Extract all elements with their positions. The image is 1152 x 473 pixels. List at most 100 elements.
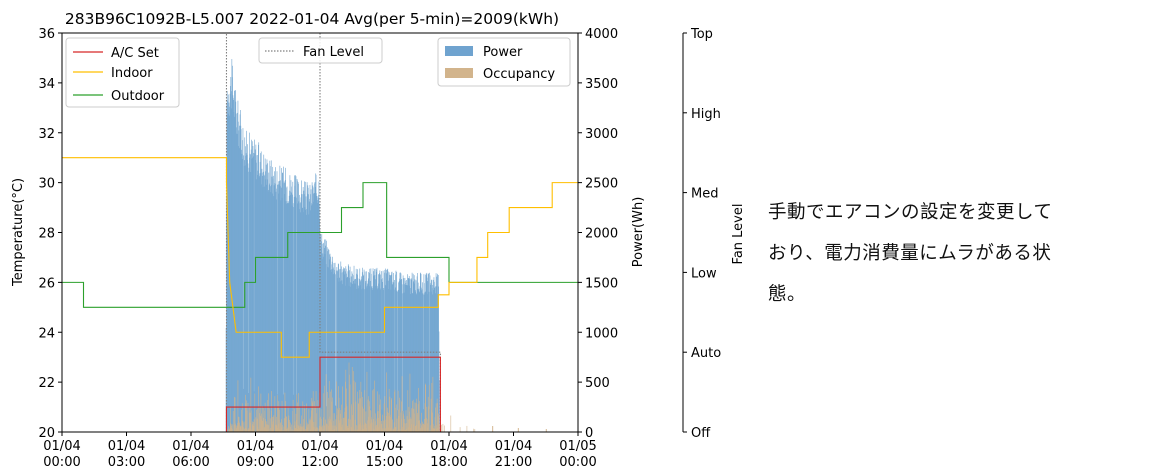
chart-title: 283B96C1092B-L5.007 2022-01-04 Avg(per 5…	[65, 10, 559, 28]
occupancy-bar	[424, 403, 426, 432]
power-bar	[425, 274, 427, 432]
annotation-line-2: おり、電力消費量にムラがある状	[768, 243, 1052, 264]
occupancy-bar	[401, 418, 403, 432]
power-bar	[259, 161, 261, 433]
occupancy-bar	[239, 425, 241, 432]
occupancy-bar	[383, 403, 385, 432]
power-bar	[291, 192, 293, 432]
power-bar	[250, 149, 252, 432]
occupancy-bar	[392, 419, 393, 432]
occupancy-bar	[226, 429, 228, 432]
power-bar	[304, 207, 306, 432]
occupancy-bar	[384, 415, 385, 432]
occupancy-bar	[326, 423, 327, 432]
occupancy-bar	[312, 391, 314, 432]
power-bar	[309, 210, 311, 432]
occupancy-bar	[349, 374, 350, 432]
power-bar	[428, 291, 430, 432]
power-bar	[350, 276, 352, 432]
occupancy-bar	[411, 424, 412, 432]
power-bar	[397, 291, 398, 432]
occupancy-bar	[380, 399, 381, 432]
occupancy-bar	[434, 417, 436, 432]
occupancy-bar	[276, 425, 278, 432]
power-bar	[403, 278, 405, 432]
power-bar	[352, 284, 354, 432]
power-bar	[422, 409, 424, 432]
power-bar	[438, 286, 439, 432]
power-bar	[324, 254, 326, 432]
occupancy-bar	[377, 411, 379, 432]
power-bar	[380, 274, 381, 432]
occupancy-bar	[249, 412, 251, 432]
occupancy-bar	[335, 427, 337, 432]
legend-label: Power	[483, 45, 523, 60]
power-bar	[406, 285, 408, 432]
occupancy-bar	[392, 430, 394, 432]
occupancy-bar	[271, 391, 272, 432]
y-tick-label-right: 4000	[585, 27, 618, 42]
power-bar	[337, 278, 338, 432]
occupancy-bar	[261, 416, 263, 432]
power-bar	[237, 133, 238, 432]
occupancy-bar	[395, 404, 397, 432]
power-bar	[390, 275, 391, 432]
x-tick-label-date: 01/04	[366, 439, 403, 454]
power-bar	[373, 271, 375, 432]
power-bar	[247, 163, 249, 432]
occupancy-bar	[431, 410, 432, 432]
x-tick-label-time: 18:00	[430, 455, 467, 470]
occupancy-bar	[392, 429, 394, 432]
occupancy-bar	[343, 417, 345, 432]
occupancy-bar	[351, 367, 353, 432]
power-bar	[269, 166, 271, 432]
occupancy-bar	[400, 401, 402, 432]
occupancy-bar	[360, 430, 362, 432]
y-tick-label-right: 1000	[585, 326, 618, 341]
occupancy-bar	[305, 429, 307, 432]
occupancy-bar	[286, 428, 288, 432]
power-bar	[312, 187, 314, 432]
power-bar	[268, 172, 270, 432]
power-bar	[332, 256, 333, 432]
occupancy-bar	[260, 393, 262, 432]
power-bar	[271, 193, 273, 432]
power-bar	[419, 292, 420, 432]
occupancy-bar	[313, 426, 315, 432]
occupancy-bar	[287, 406, 289, 432]
occupancy-bar	[336, 415, 338, 432]
y-axis-label-right: Power(Wh)	[631, 197, 646, 268]
occupancy-bar	[402, 426, 403, 432]
power-bar	[384, 284, 386, 432]
power-bar	[420, 273, 422, 432]
power-bar	[314, 186, 316, 432]
power-bar	[307, 185, 309, 432]
occupancy-bar	[394, 408, 396, 432]
power-bar	[294, 185, 296, 432]
power-bar	[309, 184, 311, 432]
power-bar	[390, 274, 392, 432]
y-tick-label-right: 2000	[585, 227, 618, 242]
occupancy-bar	[311, 397, 313, 432]
power-bar	[431, 279, 433, 432]
power-bar	[301, 194, 303, 432]
power-bar	[252, 156, 254, 432]
y-tick-label-left: 24	[38, 326, 55, 341]
power-bar	[368, 273, 370, 432]
power-bar	[341, 266, 342, 432]
occupancy-bar	[363, 424, 365, 432]
occupancy-bar	[228, 430, 230, 432]
power-bar	[406, 279, 407, 432]
occupancy-bar	[328, 381, 330, 432]
power-bar	[409, 293, 411, 432]
occupancy-bar	[353, 380, 355, 432]
power-bar	[320, 255, 321, 432]
occupancy-bar	[298, 428, 300, 432]
occupancy-bar	[352, 371, 354, 432]
occupancy-bar	[545, 429, 547, 432]
occupancy-bar	[229, 427, 231, 432]
occupancy-bar	[345, 369, 347, 432]
occupancy-bar	[378, 394, 380, 432]
occupancy-bar	[378, 427, 379, 432]
occupancy-bar	[234, 424, 236, 432]
